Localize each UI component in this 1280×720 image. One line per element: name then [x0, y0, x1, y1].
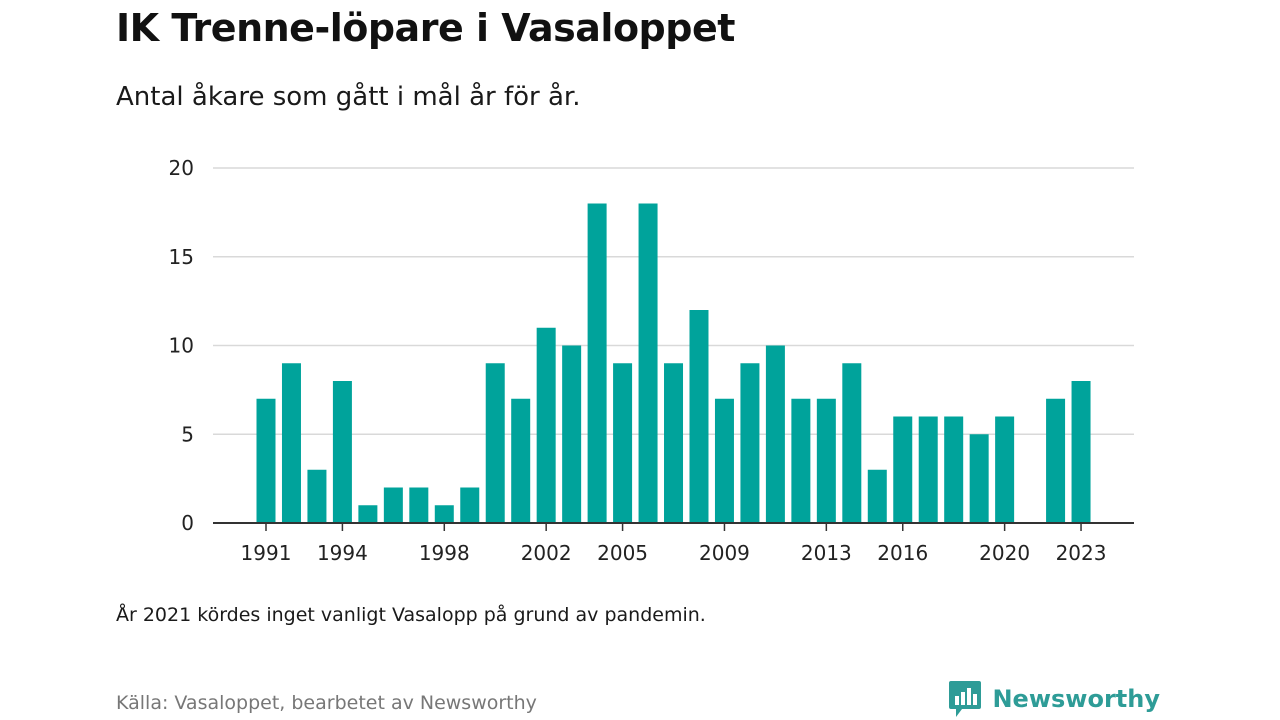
x-tick-label-1994: 1994 [317, 541, 368, 565]
chart-title: IK Trenne-löpare i Vasaloppet [116, 6, 735, 50]
bar-2011 [765, 345, 785, 523]
y-tick-label-0: 0 [181, 511, 194, 535]
bar-chart-speech-bubble-icon [949, 681, 982, 717]
bar-2008 [689, 310, 709, 523]
bar-2020 [995, 416, 1015, 523]
x-tick-label-2013: 2013 [801, 541, 852, 565]
bar-1997 [409, 487, 429, 523]
y-tick-label-20: 20 [169, 156, 194, 180]
bar-2006 [638, 203, 658, 523]
x-tick-label-2002: 2002 [521, 541, 572, 565]
bar-2013 [816, 398, 836, 523]
bar-2016 [893, 416, 913, 523]
y-tick-label-15: 15 [169, 245, 194, 269]
x-tick-label-2020: 2020 [979, 541, 1030, 565]
bar-2019 [969, 434, 989, 523]
bar-1995 [358, 505, 378, 523]
bar-1999 [460, 487, 480, 523]
brand-logo: Newsworthy [948, 680, 1160, 718]
bar-2002 [536, 327, 556, 523]
bar-2022 [1046, 398, 1066, 523]
chart-subtitle: Antal åkare som gått i mål år för år. [116, 82, 581, 112]
bars [256, 203, 1091, 523]
x-tick-label-2005: 2005 [597, 541, 648, 565]
x-tick-label-1998: 1998 [419, 541, 470, 565]
bar-2018 [944, 416, 964, 523]
source-text: Källa: Vasaloppet, bearbetet av Newswort… [116, 692, 537, 714]
bar-2015 [867, 469, 887, 523]
bar-2012 [791, 398, 811, 523]
bar-1991 [256, 398, 276, 523]
x-tick-label-1991: 1991 [241, 541, 292, 565]
bar-chart: 0 5 10 15 20 1991 1994 1998 2002 2005 2009 2013 2016… [169, 156, 1134, 565]
bar-2004 [587, 203, 607, 523]
bar-2017 [918, 416, 938, 523]
bar-2010 [740, 363, 760, 523]
axes: 0 5 10 15 20 1991 1994 1998 2002 2005 2009 2013 2016… [169, 156, 1134, 565]
brand-name: Newsworthy [992, 685, 1160, 713]
bar-1992 [281, 363, 301, 523]
x-tick-label-2016: 2016 [877, 541, 928, 565]
x-tick-label-2023: 2023 [1056, 541, 1107, 565]
bar-1996 [383, 487, 403, 523]
x-tick-label-2009: 2009 [699, 541, 750, 565]
bar-1998 [434, 505, 454, 523]
bar-2023 [1071, 381, 1091, 523]
bar-2001 [511, 398, 531, 523]
bar-2009 [714, 398, 734, 523]
bar-2000 [485, 363, 505, 523]
y-tick-label-10: 10 [169, 334, 194, 358]
bar-1994 [332, 381, 352, 523]
y-tick-label-5: 5 [181, 422, 194, 446]
bar-2014 [842, 363, 862, 523]
bar-1993 [307, 469, 327, 523]
bar-2005 [613, 363, 633, 523]
bar-2007 [664, 363, 684, 523]
chart-note: År 2021 kördes inget vanligt Vasalopp på… [116, 604, 706, 626]
bar-2003 [562, 345, 582, 523]
